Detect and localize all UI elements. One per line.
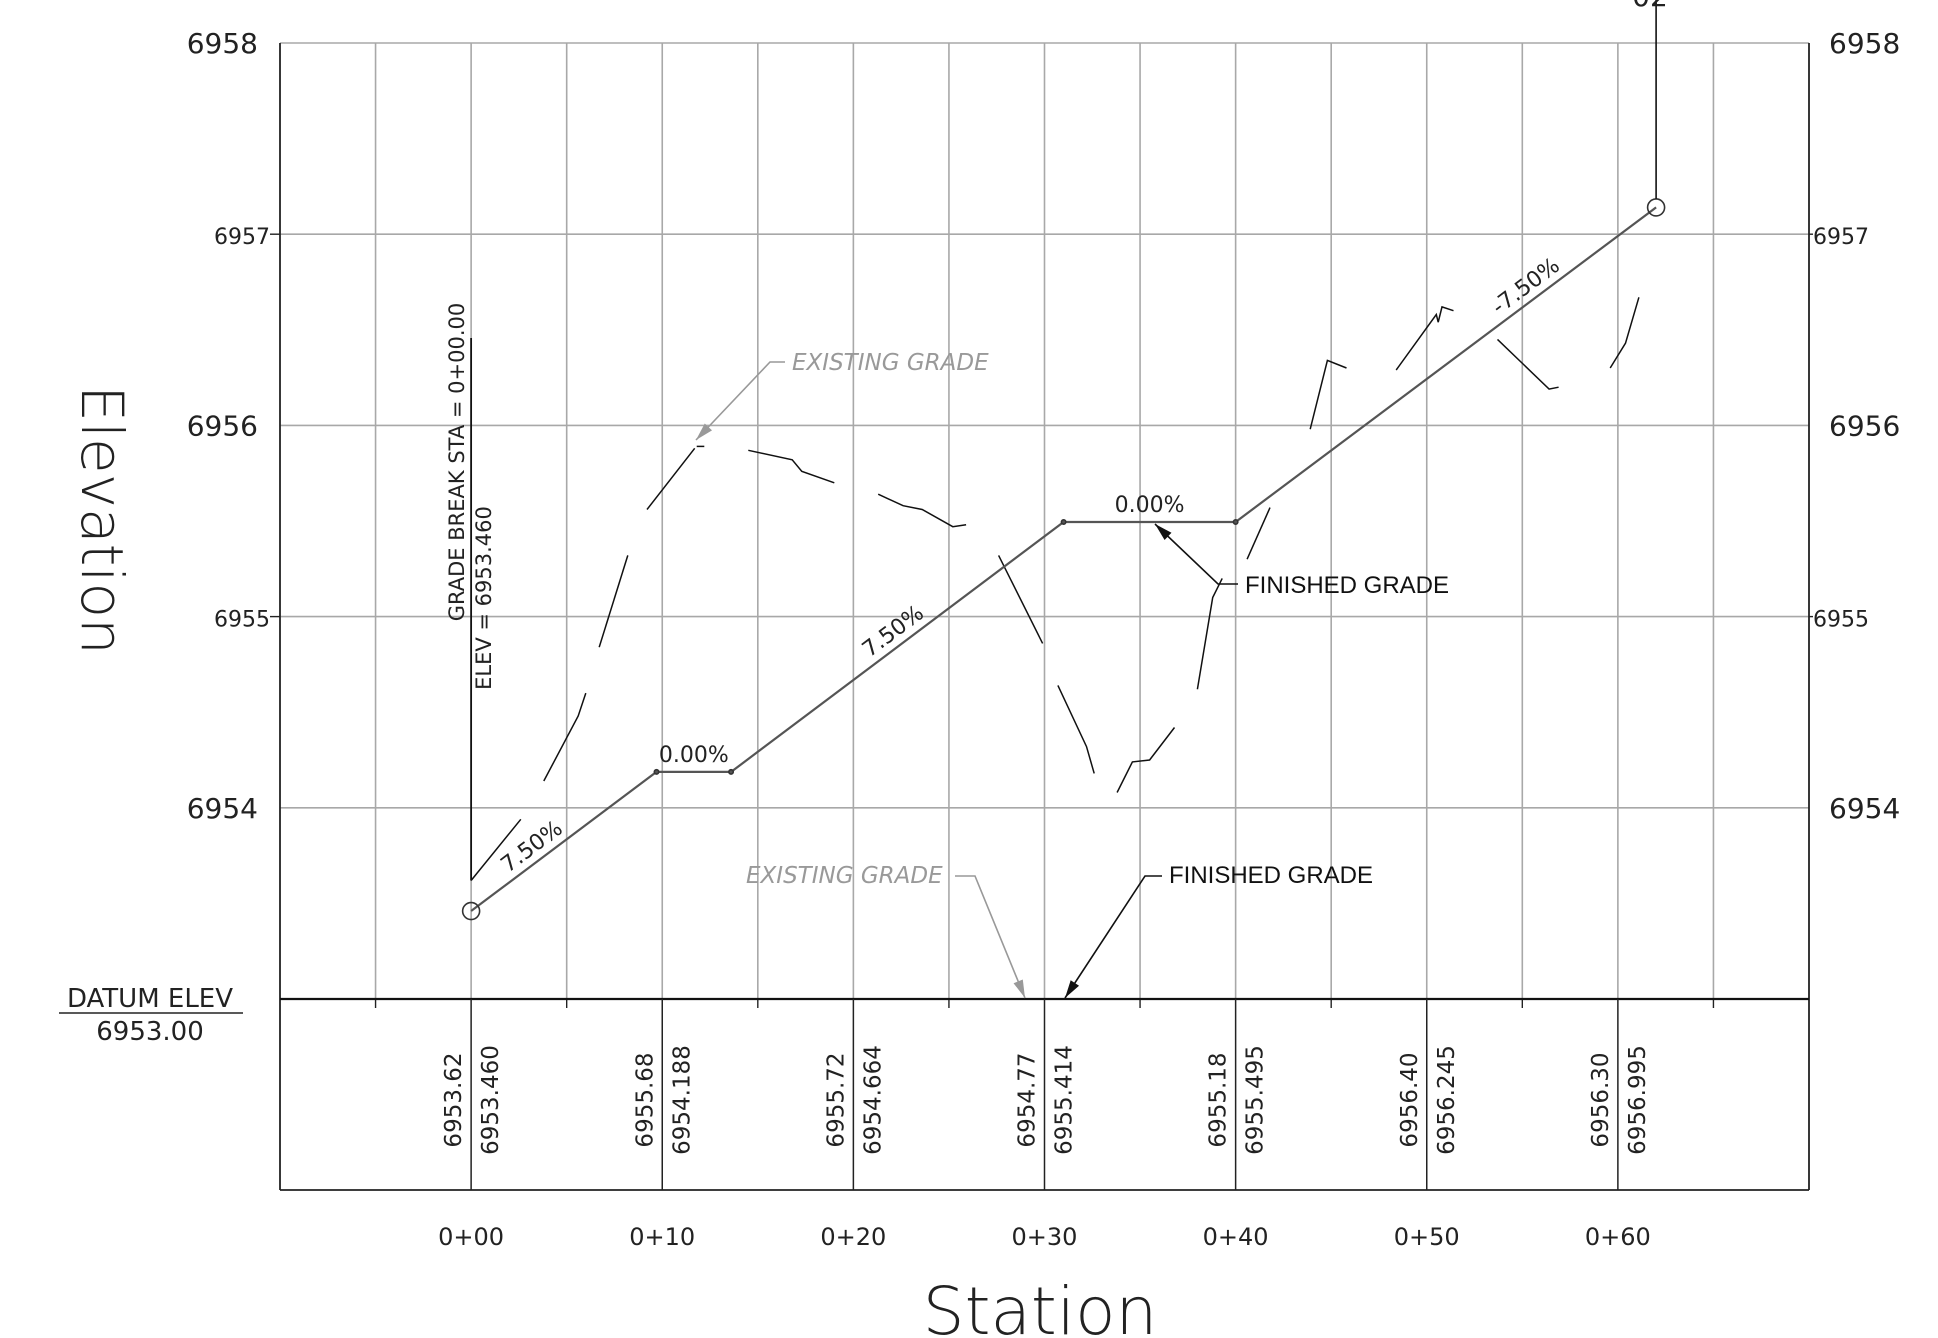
finished-grade-vertex (1060, 518, 1067, 525)
finished-grade-line: 7.50%0.00%7.50%0.00%-7.50% (461, 198, 1666, 921)
y-tick-label-left: 6954 (187, 792, 258, 825)
existing-elevation-value: 6953.62 (441, 1052, 467, 1147)
x-tick-label: 0+60 (1585, 1223, 1651, 1251)
existing-grade-segment (1196, 578, 1223, 690)
y-tick-label-right: 6958 (1829, 27, 1900, 60)
finished-grade-arrowhead-lower (1065, 980, 1080, 998)
existing-elevation-value: 6956.40 (1397, 1052, 1423, 1147)
finished-elevation-value: 6955.414 (1052, 1045, 1078, 1155)
y-axis-title: Elevation (68, 385, 136, 654)
x-tick-label: 0+40 (1203, 1223, 1269, 1251)
datum-label: DATUM ELEV (67, 984, 233, 1014)
grade-break-line2: ELEV = 6953.460 (472, 506, 496, 690)
y-tick-label-left: 6956 (187, 409, 258, 442)
slope-label: 0.00% (1115, 493, 1185, 518)
finished-grade-arrowhead-upper (1155, 524, 1172, 541)
existing-grade-segment (646, 447, 696, 510)
existing-grade-segment (543, 692, 587, 782)
chart-labels: 6954 6954 6955 6955 6956 6956 6957 6957 6958 6958… (187, 0, 1900, 1251)
existing-elevation-value: 6955.72 (823, 1052, 849, 1147)
x-tick-label: 0+30 (1012, 1223, 1078, 1251)
existing-grade-segment (748, 449, 835, 484)
finished-grade-callout-upper: FINISHED GRADE (1245, 572, 1449, 599)
existing-elevation-value: 6955.68 (632, 1052, 658, 1147)
existing-grade-segment (1246, 507, 1271, 560)
existing-elevation-value: 6955.18 (1206, 1052, 1232, 1147)
x-tick-label: 0+20 (820, 1223, 886, 1251)
finished-grade-polyline (470, 206, 1657, 912)
existing-grade-arrowhead-upper (696, 423, 713, 440)
finished-grade-vertex (1232, 518, 1239, 525)
existing-grade-segment (1309, 359, 1347, 430)
x-tick-label: 0+10 (629, 1223, 695, 1251)
x-tick-label: 0+00 (438, 1223, 504, 1251)
existing-grade-callout-lower: EXISTING GRADE (746, 863, 943, 889)
existing-grade-segment (997, 555, 1044, 644)
finished-grade-callout-lower: FINISHED GRADE (1169, 862, 1373, 889)
x-axis-title: Station (923, 1273, 1158, 1338)
existing-grade-arrowhead-lower (1013, 979, 1025, 998)
y-tick-label-right: 6957 (1813, 225, 1869, 250)
existing-grade-segment (1609, 297, 1640, 369)
existing-grade-segment (470, 818, 522, 881)
y-tick-label-left: 6955 (214, 608, 270, 633)
y-tick-label-right: 6956 (1829, 409, 1900, 442)
existing-elevation-value: 6956.30 (1588, 1052, 1614, 1147)
grade-break-line1: GRADE BREAK STA = 0+00.00 (445, 303, 469, 622)
existing-grade-callout-upper: EXISTING GRADE (792, 350, 989, 376)
existing-grade-leader-lower (955, 875, 1026, 999)
finished-grade-vertex (728, 768, 735, 775)
existing-grade-segment (1116, 727, 1176, 793)
top-right-label: 02 (1632, 0, 1668, 13)
finished-elevation-value: 6953.460 (478, 1045, 504, 1155)
existing-grade-segment (598, 555, 629, 648)
existing-grade-leader-upper (695, 361, 785, 441)
finished-grade-leader-upper (1154, 523, 1238, 585)
existing-grade-segment (1057, 685, 1095, 774)
finished-elevation-value: 6954.188 (669, 1045, 695, 1155)
y-tick-label-right: 6954 (1829, 792, 1900, 825)
slope-label: 0.00% (659, 743, 729, 768)
finished-elevation-value: 6954.664 (860, 1045, 886, 1155)
datum-value: 6953.00 (96, 1017, 204, 1047)
slope-label: -7.50% (1487, 253, 1564, 320)
finished-elevation-value: 6956.995 (1625, 1045, 1651, 1155)
x-tick-label: 0+50 (1394, 1223, 1460, 1251)
finished-grade-vertex (653, 768, 660, 775)
existing-grade-segment (1395, 305, 1454, 371)
finished-grade-vertex (461, 901, 481, 921)
y-tick-label-left: 6957 (214, 225, 270, 250)
existing-grade-segment (1496, 338, 1559, 390)
existing-grade-line (470, 297, 1640, 881)
y-tick-label-right: 6955 (1813, 608, 1869, 633)
existing-grade-segment (877, 493, 967, 528)
finished-elevation-value: 6955.495 (1243, 1045, 1269, 1155)
finished-elevation-value: 6956.245 (1434, 1045, 1460, 1155)
y-tick-label-left: 6958 (187, 27, 258, 60)
existing-elevation-value: 6954.77 (1015, 1052, 1041, 1147)
finished-grade-leader-lower (1064, 875, 1162, 999)
